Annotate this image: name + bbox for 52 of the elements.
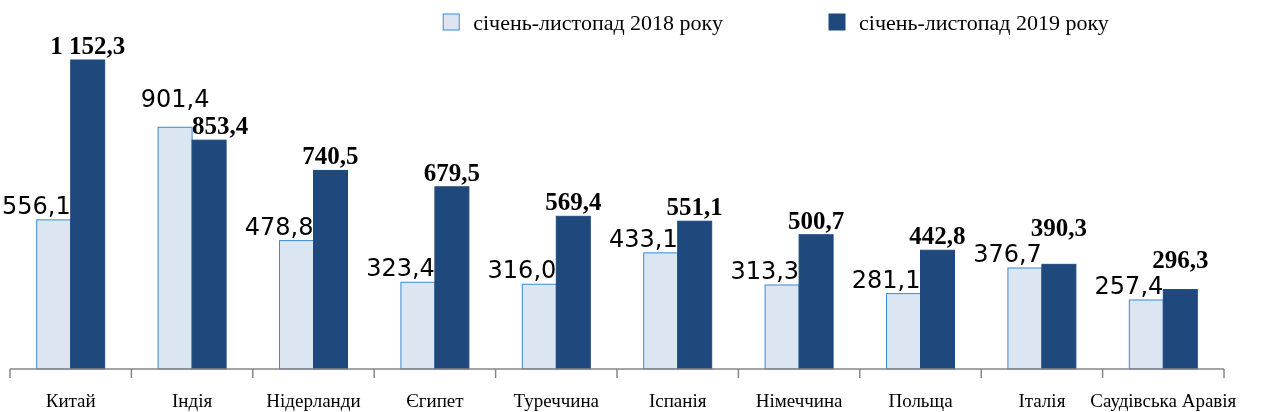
legend-label: січень-листопад 2019 року — [859, 10, 1109, 35]
data-label: 478,8 — [244, 212, 314, 241]
data-label: 316,0 — [487, 256, 557, 285]
bar — [279, 240, 314, 370]
bar — [1128, 299, 1164, 370]
data-label: 390,3 — [1030, 213, 1088, 241]
bar — [798, 234, 834, 370]
bar — [677, 220, 713, 370]
data-label: 433,1 — [608, 224, 678, 253]
data-label: 556,1 — [1, 191, 71, 220]
data-label: 313,3 — [730, 256, 800, 285]
data-label: 323,4 — [366, 254, 435, 283]
bar — [521, 283, 557, 370]
bar — [886, 293, 921, 370]
data-label: 296,3 — [1152, 245, 1209, 273]
x-tick-label: Іспанія — [648, 390, 707, 411]
data-label: 442,8 — [909, 222, 966, 250]
x-tick-label: Німеччина — [755, 390, 844, 411]
x-tick-label: Єгипет — [406, 390, 465, 411]
bar — [1007, 267, 1043, 370]
bar — [1162, 289, 1198, 370]
bar — [191, 139, 227, 370]
bar — [1041, 263, 1077, 370]
data-label: 679,5 — [423, 158, 481, 186]
bar — [434, 186, 470, 370]
data-label: 740,5 — [302, 142, 359, 170]
legend-label: січень-листопад 2018 року — [473, 10, 723, 35]
bar — [764, 284, 800, 370]
bar — [555, 215, 591, 370]
bar — [36, 219, 72, 370]
bar — [157, 126, 193, 370]
data-label: 569,4 — [545, 188, 602, 216]
data-label: 853,4 — [192, 112, 249, 140]
bar — [70, 59, 106, 370]
bar — [313, 169, 348, 370]
data-label: 901,4 — [140, 85, 210, 114]
x-tick-label: Нідерланди — [266, 390, 361, 411]
bar — [400, 281, 436, 370]
x-tick-label: Польща — [888, 390, 954, 411]
bar — [643, 252, 679, 370]
x-tick-label: Китай — [45, 390, 96, 411]
data-label: 551,1 — [666, 193, 723, 221]
data-label: 257,4 — [1094, 271, 1164, 300]
data-label: 1 152,3 — [50, 32, 126, 59]
x-tick-label: Туреччина — [513, 390, 600, 411]
x-tick-label: Італія — [1018, 390, 1066, 411]
data-label: 281,1 — [851, 265, 921, 294]
data-label: 376,7 — [973, 239, 1042, 268]
x-tick-label: Саудівська Аравія — [1090, 390, 1237, 411]
x-tick-label: Індія — [172, 390, 213, 411]
data-label: 500,7 — [787, 206, 845, 234]
bar — [920, 249, 955, 370]
